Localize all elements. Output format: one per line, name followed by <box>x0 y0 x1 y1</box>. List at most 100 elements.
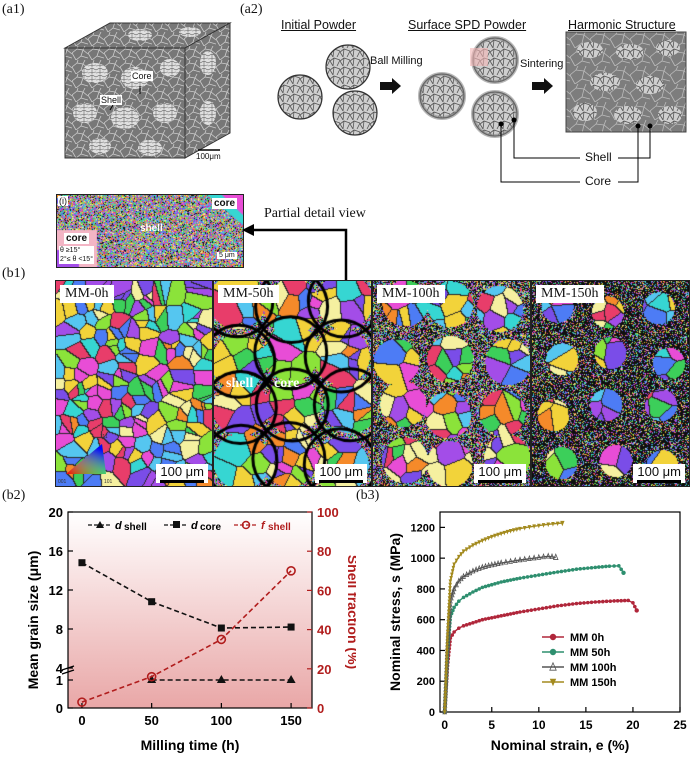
cube-shell-label: Shell <box>100 95 123 105</box>
ebsd-label-0h: MM-0h <box>60 285 114 303</box>
b3-point <box>480 617 485 622</box>
b3-point <box>445 636 450 642</box>
b3-point <box>518 526 522 532</box>
b3-point <box>551 522 555 527</box>
b2-xtick-label: 150 <box>280 713 302 728</box>
b3-point <box>499 614 503 618</box>
b3-point <box>451 565 456 571</box>
ball-milling-label: Ball Milling <box>370 55 423 67</box>
b3-point <box>563 569 567 573</box>
b3-point <box>585 566 590 570</box>
b3-point <box>505 578 510 583</box>
b2-point <box>286 675 296 683</box>
b2-legend-dshell-sym: d <box>115 520 122 532</box>
ebsd-map-mm-100h: MM-100h 100 μm <box>372 280 531 487</box>
b3-point <box>454 602 459 607</box>
b3-ytick-label: 1000 <box>411 553 435 565</box>
b2-ytick-right-label: 100 <box>317 505 339 520</box>
sintering-label: Sintering <box>520 58 564 70</box>
b2-ytick-right-label: 80 <box>317 544 331 559</box>
b3-point <box>555 521 560 527</box>
b2-series-line <box>81 570 292 703</box>
b3-point <box>476 564 482 571</box>
b3-point <box>544 572 549 576</box>
b3-point <box>457 599 461 604</box>
detail-tag: (i) <box>58 196 68 206</box>
b3-point <box>512 556 518 563</box>
b2-ytick-right-label: 60 <box>317 583 331 598</box>
b3-point <box>451 585 457 592</box>
b3-point <box>474 588 478 593</box>
b2-ytick-right-label: 0 <box>317 701 324 716</box>
b3-point <box>444 671 448 677</box>
b2-legend-dshell-sub: shell <box>124 522 147 533</box>
b3-point <box>471 543 475 548</box>
b3-point <box>552 570 556 575</box>
panel-label-a1: (a1) <box>2 2 25 17</box>
ipf-triangle-key <box>66 444 106 474</box>
b3-point <box>477 618 482 623</box>
b3-xtick-label: 0 <box>441 718 448 732</box>
b3-point <box>607 564 612 568</box>
b2-ytick-left-label: 1 <box>56 673 63 688</box>
b3-xtick-label: 10 <box>532 718 546 732</box>
b3-point <box>525 575 530 579</box>
map-shell-label: shell <box>226 376 254 391</box>
b3-point <box>473 566 479 573</box>
b3-point <box>443 694 448 699</box>
b3-point <box>483 562 488 569</box>
b3-point <box>508 528 513 534</box>
b3-point <box>446 619 451 625</box>
cube-core-label: Core <box>131 71 153 81</box>
ebsd-map-mm-0h: MM-0h 111 001 101 100 μm <box>55 280 213 487</box>
b3-point <box>489 534 494 540</box>
b3-point <box>486 616 491 621</box>
harmonic-structure-heading: Harmonic Structure <box>568 18 676 32</box>
b3-point <box>448 589 452 595</box>
b3-point <box>515 610 519 615</box>
scalebar-0h: 100 μm <box>156 464 208 483</box>
b3-point <box>446 609 451 615</box>
b3-point <box>461 595 466 600</box>
b3-point <box>593 600 598 604</box>
b3-point <box>527 525 532 530</box>
detail-core-left-label: core <box>64 233 90 244</box>
b3-point <box>582 566 586 571</box>
b2-xlabel: Milling time (h) <box>141 737 240 753</box>
b3-point <box>537 607 541 611</box>
b3-point <box>444 665 449 670</box>
b3-point <box>457 626 461 630</box>
b3-point <box>548 605 552 609</box>
b3-point <box>445 642 449 648</box>
b3-point <box>578 567 583 571</box>
b3-point <box>502 530 507 536</box>
b3-point <box>493 615 497 619</box>
b3-point <box>540 606 545 611</box>
b3-point <box>464 593 469 598</box>
b2-point <box>286 566 296 576</box>
b3-point <box>483 537 488 542</box>
b3-point <box>563 603 567 607</box>
b3-point <box>474 541 478 547</box>
ebsd-label-100h: MM-100h <box>377 285 445 303</box>
b3-point <box>521 575 526 580</box>
b3-point <box>604 599 609 604</box>
b3-legend: MM 0h MM 50h MM 100h MM 150h <box>542 632 617 689</box>
b3-xlabel: Nominal strain, e (%) <box>491 737 629 753</box>
b3-point <box>445 629 450 635</box>
b3-point <box>597 599 601 604</box>
b2-legend-dcore-sym: d <box>191 520 198 532</box>
b2-legend: d shell d core f shell <box>88 520 291 533</box>
b3-point <box>518 610 522 614</box>
b3-point <box>541 523 546 528</box>
b3-point <box>567 568 571 573</box>
b3-point <box>503 558 509 565</box>
b3-point <box>597 565 601 569</box>
b3-point <box>446 616 451 622</box>
b3-point <box>498 559 504 566</box>
b3-point <box>493 581 497 586</box>
b3-point <box>468 591 472 596</box>
detail-legend: θ ≥15° 2°≤ θ <15° <box>59 246 94 264</box>
